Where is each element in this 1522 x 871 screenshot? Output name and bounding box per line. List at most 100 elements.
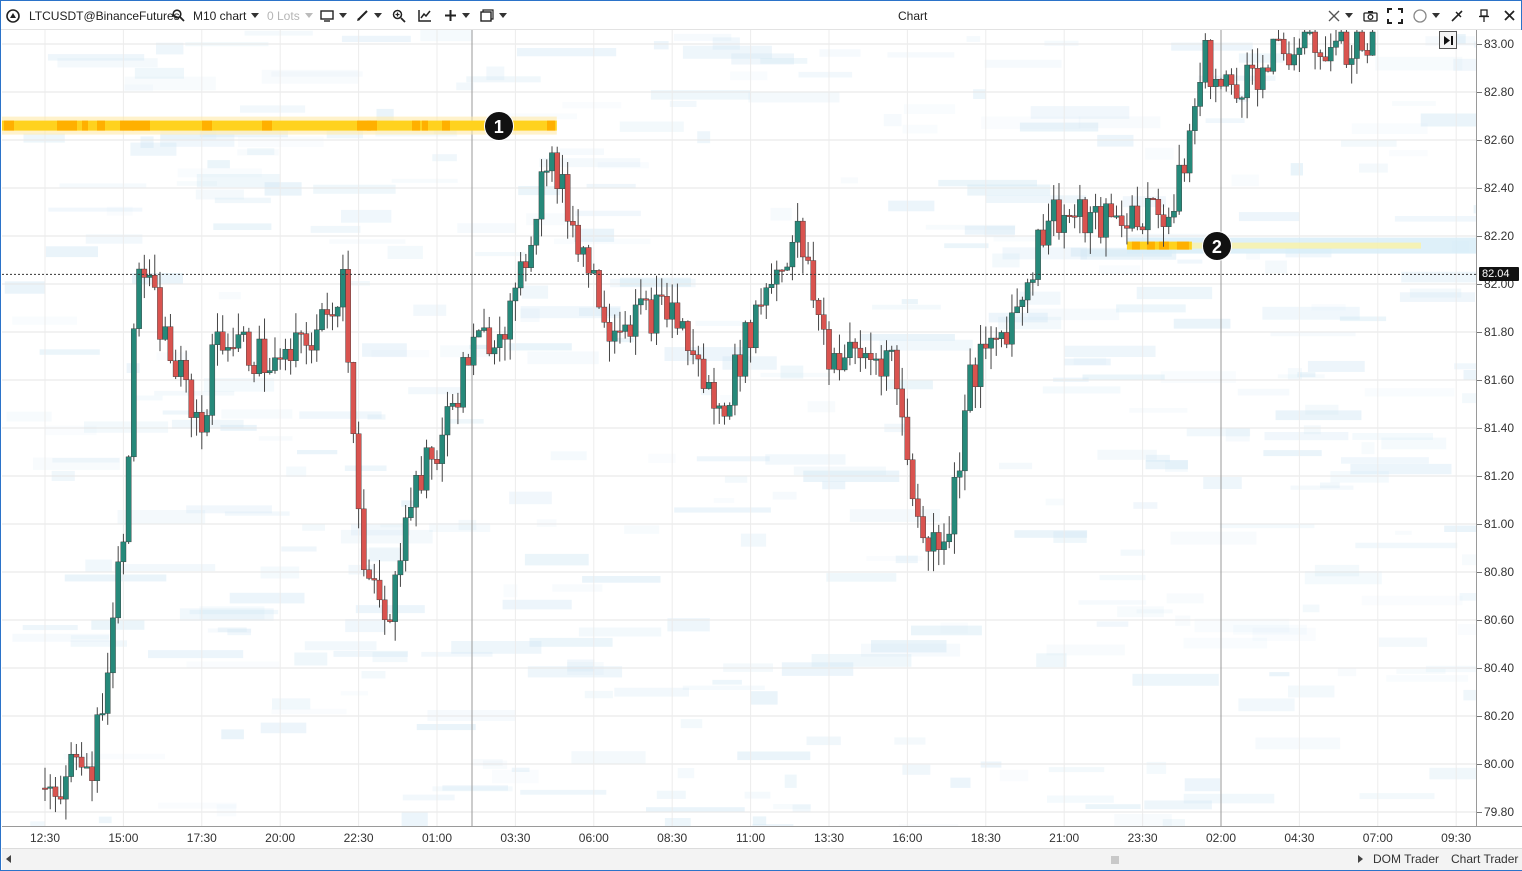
crosshair-icon[interactable] (1328, 1, 1353, 30)
candle-body (815, 299, 822, 315)
timeframe-label: M10 chart (193, 8, 247, 23)
candle-body (685, 321, 691, 351)
heatmap-cell (361, 671, 386, 679)
heatmap-cell (700, 389, 715, 396)
indicators-icon[interactable] (418, 1, 432, 30)
candle-body (1233, 84, 1240, 99)
heatmap-cell (1099, 265, 1141, 275)
heatmap-cell (1264, 432, 1349, 441)
heatmap-cell (216, 804, 237, 817)
candle-body (1061, 214, 1067, 233)
add-object-button[interactable] (444, 1, 470, 30)
candle-body (930, 532, 937, 552)
candle-body (711, 382, 717, 409)
candle-body (831, 353, 838, 370)
heatmap-cell (186, 505, 272, 514)
candle-body (355, 433, 362, 510)
price-axis[interactable]: 83.00 82.80 82.60 82.40 82.20 82.00 81.80 81.60… (1476, 30, 1522, 826)
candle-body (967, 364, 973, 411)
lots-dropdown[interactable]: 0 Lots (267, 1, 313, 30)
search-icon[interactable] (172, 1, 185, 30)
heatmap-cell (313, 184, 396, 194)
candle-body (1270, 38, 1277, 72)
dom-trader-button[interactable]: DOM Trader (1373, 852, 1440, 866)
heatmap-cell (91, 620, 145, 630)
heatmap-cell (207, 628, 252, 633)
theme-toggle[interactable] (1413, 1, 1440, 30)
heatmap-cell (158, 802, 237, 809)
horizontal-scrollbar[interactable] (16, 852, 1358, 868)
candle-body (308, 345, 315, 351)
heatmap-cell (781, 662, 854, 676)
candle-body (648, 299, 655, 334)
drawing-tools-button[interactable] (356, 1, 382, 30)
candle-body (298, 332, 304, 335)
chevron-down-icon (374, 13, 382, 18)
time-axis[interactable]: 12:30 15:00 17:30 20:00 22:30 01:00 03:30 06:00… (2, 826, 1522, 848)
price-label: 80.00 (1484, 757, 1515, 771)
heatmap-cell (879, 339, 973, 351)
heatmap-cell (586, 183, 636, 189)
candle-body (768, 284, 775, 288)
heatmap-cell (520, 306, 621, 319)
camera-icon[interactable] (1363, 1, 1378, 30)
timeframe-dropdown[interactable]: M10 chart (193, 1, 260, 30)
heatmap-cell (57, 58, 158, 68)
scroll-right-icon[interactable] (1358, 855, 1363, 863)
heatmap-cell (1136, 286, 1213, 300)
heatmap-cell (297, 450, 338, 455)
candle-body (904, 416, 911, 460)
candle-body (439, 434, 446, 464)
close-icon[interactable] (1504, 1, 1515, 30)
candle-body (570, 221, 576, 226)
level-1-hotspot (262, 120, 272, 131)
heatmap-cell (1097, 449, 1157, 460)
price-label: 80.60 (1484, 613, 1515, 627)
candle-body (1071, 215, 1078, 218)
app-logo-icon[interactable] (6, 1, 20, 30)
chart-type-button[interactable] (320, 1, 347, 30)
link-icon[interactable] (1450, 1, 1464, 30)
heatmap-cell (940, 622, 968, 634)
candle-body (172, 360, 179, 377)
candle-body (794, 220, 801, 243)
heatmap-cell (177, 168, 262, 178)
heatmap-cell (1160, 371, 1236, 383)
heatmap-cell (84, 421, 169, 433)
pin-icon[interactable] (1479, 1, 1489, 30)
candle-body (742, 322, 749, 377)
candle-body (204, 415, 210, 433)
candle-body (826, 329, 832, 370)
heatmap-cell (1183, 637, 1268, 649)
heatmap-cell (656, 790, 686, 799)
heatmap-cell (744, 791, 771, 799)
price-label: 81.20 (1484, 469, 1515, 483)
bottom-bar: DOM Trader Chart Trader (2, 848, 1522, 870)
zoom-icon[interactable] (392, 1, 406, 30)
scrollbar-thumb[interactable] (1111, 856, 1119, 864)
fullscreen-icon[interactable] (1387, 1, 1403, 30)
candle-body (1307, 31, 1313, 34)
heatmap-cell (402, 794, 455, 801)
heatmap-cell (1297, 372, 1316, 378)
candle-body (935, 532, 942, 550)
heatmap-cell (117, 510, 206, 524)
heatmap-cell (1378, 637, 1428, 647)
price-plot[interactable] (2, 30, 1476, 826)
symbol-label[interactable]: LTCUSDT@BinanceFutures (29, 8, 180, 23)
heatmap-cell (944, 243, 989, 249)
heatmap-cell (420, 30, 473, 42)
heatmap-cell (457, 223, 517, 233)
marker-2: 2 (1201, 230, 1232, 261)
candle-body (1150, 198, 1156, 201)
heatmap-cell (1263, 450, 1322, 457)
chart-trader-button[interactable]: Chart Trader (1451, 852, 1519, 866)
scroll-to-end-button[interactable] (1439, 31, 1457, 49)
heatmap-cell (784, 774, 797, 788)
candle-body (167, 326, 174, 361)
scroll-left-icon[interactable] (6, 855, 11, 863)
heatmap-cell (85, 559, 112, 572)
heatmap-cell (1361, 595, 1463, 606)
templates-button[interactable] (480, 1, 507, 30)
